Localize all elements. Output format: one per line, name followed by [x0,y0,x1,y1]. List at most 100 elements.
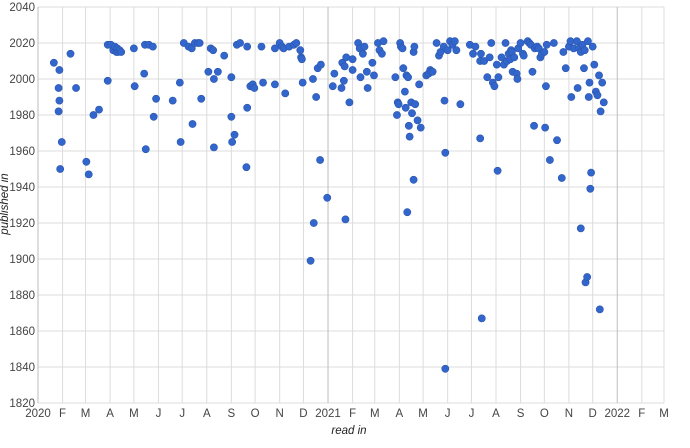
y-tick-label: 2000 [9,74,35,86]
data-point [393,111,401,119]
data-point [309,75,317,83]
data-point [210,143,218,152]
x-tick-label: J [469,408,475,420]
data-point [580,64,588,73]
data-point [55,96,64,105]
data-point [404,121,413,130]
x-tick-label: N [276,408,284,420]
y-tick-label: 1960 [9,146,35,158]
data-point [236,39,244,47]
data-point [168,96,177,105]
data-point [567,93,576,101]
data-point [540,48,549,56]
data-point [542,82,550,91]
data-point [250,84,259,92]
data-point [103,76,112,85]
data-point [89,111,98,119]
data-point [403,208,412,217]
data-point [271,44,279,53]
data-point [188,120,197,128]
data-point [54,84,63,92]
data-point [197,94,206,103]
data-point [204,67,213,76]
data-point [576,224,585,233]
data-point [408,109,416,118]
data-point [476,134,485,143]
data-point [400,87,409,96]
data-point [490,82,499,91]
data-point [348,55,357,64]
data-point [309,219,318,227]
data-point [316,156,324,164]
data-point [542,40,551,49]
x-tick-label: M [659,408,669,420]
y-tick-label: 1900 [9,254,35,266]
data-point [297,55,306,64]
data-point [595,71,603,80]
data-point [585,78,594,87]
data-point [483,73,492,82]
y-tick-label: 1840 [9,362,35,374]
data-point [593,91,602,100]
data-point [477,49,485,58]
x-tick-label: A [203,408,211,420]
data-point [148,42,157,51]
x-tick-label: J [179,408,185,420]
data-point [49,58,58,67]
data-point [553,136,561,145]
data-point [528,67,537,76]
y-tick-label: 1980 [9,110,35,122]
data-point [213,67,222,76]
data-point [441,148,450,157]
x-tick-label: N [565,408,573,420]
y-tick-label: 1920 [9,218,35,230]
data-point [210,75,218,83]
data-point [292,39,301,47]
data-point [405,132,414,141]
data-point [398,44,407,53]
x-tick-label: M [418,408,428,420]
x-tick-label: 2022 [604,408,630,420]
data-point [401,103,410,112]
data-point [306,256,315,265]
x-tick-label: J [156,408,162,420]
data-point [428,67,437,76]
data-point [281,89,290,98]
x-axis-title: read in [331,425,366,437]
data-point [328,82,337,91]
data-point [152,94,160,103]
x-tick-label: D [299,408,307,420]
data-point [557,174,566,182]
data-point [545,156,554,164]
data-point [516,39,525,47]
data-point [195,39,204,47]
data-point [220,51,229,60]
data-point [519,51,528,60]
x-tick-label: A [396,408,404,420]
data-point [316,60,325,69]
data-point [259,78,267,87]
data-point [598,78,607,87]
data-point [57,138,66,146]
data-point [549,39,558,47]
data-point [340,62,349,71]
data-point [584,93,593,101]
x-tick-label: M [81,408,91,420]
data-point [298,78,307,87]
data-point [56,165,65,173]
data-point [209,46,218,55]
data-point [271,80,279,89]
x-tick-label: A [106,408,114,420]
data-point [82,157,91,166]
y-tick-label: 1860 [9,326,35,338]
data-point [485,53,494,62]
data-point [360,42,369,51]
x-tick-label: M [370,408,380,420]
data-point [129,44,138,53]
data-point [379,37,388,46]
y-tick-label: 1940 [9,182,35,194]
data-point [573,84,582,92]
data-point [345,98,354,107]
data-point [440,96,449,105]
data-point [130,82,139,91]
